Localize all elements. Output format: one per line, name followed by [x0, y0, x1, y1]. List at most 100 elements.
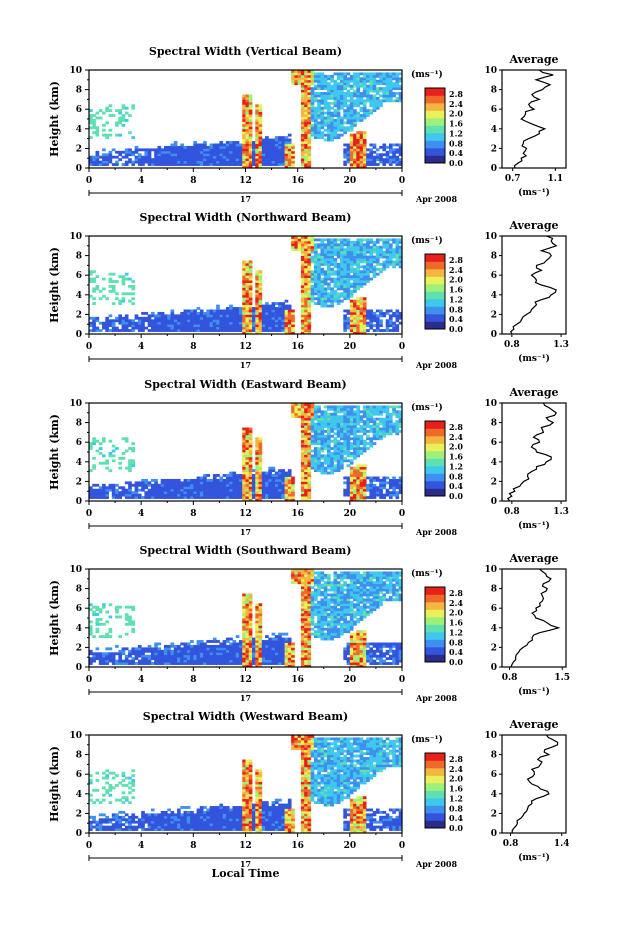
heatmap-cell: [108, 314, 113, 318]
heatmap-cell: [150, 158, 155, 162]
heatmap-cell: [300, 422, 305, 426]
heatmap-cells: [89, 569, 403, 668]
heatmap-cell: [219, 141, 224, 144]
heatmap-cell: [154, 493, 158, 497]
heatmap-cell: [313, 447, 318, 450]
heatmap-cell: [313, 280, 318, 283]
heatmap-cell: [356, 434, 361, 438]
heatmap-cell: [385, 410, 390, 414]
heatmap-cell: [300, 498, 305, 502]
heatmap-cell: [336, 72, 341, 76]
heatmap-cell: [206, 647, 211, 651]
heatmap-cell: [248, 444, 253, 448]
heatmap-cell: [173, 659, 178, 663]
heatmap-cell: [206, 163, 211, 166]
heatmap-cell: [313, 245, 318, 249]
heatmap-cell: [291, 155, 295, 159]
heatmap-cell: [255, 476, 259, 480]
heatmap-cell: [297, 70, 302, 73]
heatmap-cell: [313, 119, 318, 122]
heatmap-cell: [222, 493, 227, 497]
heatmap-cell: [353, 466, 357, 470]
heatmap-cell: [310, 449, 315, 453]
heatmap-cell: [362, 248, 367, 252]
heatmap-cell: [209, 659, 214, 663]
heatmap-cell: [327, 459, 331, 463]
heatmap-cell: [206, 478, 211, 482]
heatmap-cell: [294, 412, 299, 416]
heatmap-cell: [304, 483, 308, 487]
heatmap-cell: [366, 270, 370, 274]
heatmap-cell: [284, 331, 289, 335]
heatmap-cell: [203, 145, 207, 149]
heatmap-cell: [300, 439, 305, 443]
heatmap-cell: [395, 74, 400, 78]
heatmap-cell: [356, 116, 361, 120]
heatmap-cell: [304, 101, 308, 105]
heatmap-cell: [382, 99, 387, 103]
colorbar-swatch: [425, 451, 445, 459]
heatmap-cell: [245, 104, 250, 108]
heatmap-cell: [317, 289, 321, 293]
heatmap-cell: [333, 258, 338, 261]
heatmap-cell: [300, 250, 305, 254]
heatmap-cell: [359, 476, 364, 480]
heatmap-cell: [248, 427, 253, 431]
heatmap-cell: [353, 280, 357, 283]
heatmap-cell: [225, 496, 230, 499]
heatmap-cell: [160, 314, 165, 318]
date-label: Apr 2008: [415, 360, 458, 370]
heatmap-cell: [372, 94, 377, 98]
heatmap-cell: [353, 299, 357, 303]
heatmap-cell: [108, 452, 113, 455]
heatmap-cell: [369, 267, 374, 271]
heatmap-cell: [144, 496, 149, 499]
heatmap-cell: [366, 496, 370, 499]
heatmap-cell: [258, 309, 263, 313]
heatmap-cell: [216, 155, 220, 159]
heatmap-cell: [144, 148, 149, 152]
heatmap-cell: [278, 143, 282, 147]
heatmap-cell: [229, 488, 233, 492]
heatmap-cell: [333, 240, 338, 244]
heatmap-cell: [330, 272, 334, 276]
heatmap-cell: [333, 285, 338, 288]
heatmap-cell: [310, 79, 315, 83]
heatmap-cell: [160, 657, 165, 661]
heatmap-cell: [278, 496, 282, 499]
heatmap-cell: [333, 104, 338, 108]
heatmap-cell: [268, 150, 272, 154]
heatmap-cell: [245, 432, 250, 436]
heatmap-cell: [294, 415, 299, 419]
heatmap-cell: [353, 314, 357, 318]
heatmap-cell: [297, 403, 302, 406]
heatmap-cell: [366, 163, 370, 166]
heatmap-cell: [330, 119, 334, 122]
heatmap-cell: [340, 128, 344, 132]
heatmap-cell: [395, 405, 400, 409]
heatmap-cell: [278, 481, 282, 485]
heatmap-cell: [245, 153, 250, 157]
heatmap-cell: [235, 326, 240, 330]
heatmap-cell: [304, 260, 308, 264]
heatmap-cell: [154, 642, 158, 646]
heatmap-cell: [359, 452, 364, 455]
heatmap-cell: [232, 496, 237, 499]
heatmap-cell: [160, 311, 165, 315]
heatmap-cell: [330, 302, 334, 305]
heatmap-cell: [291, 412, 295, 416]
heatmap-cell: [362, 116, 367, 120]
heatmap-cell: [245, 483, 250, 487]
heatmap-cell: [307, 141, 312, 144]
heatmap-cell: [366, 160, 370, 164]
heatmap-cell: [102, 622, 106, 626]
heatmap-cell: [89, 603, 93, 607]
heatmap-cell: [395, 72, 400, 76]
heatmap-cell: [167, 326, 171, 330]
heatmap-cell: [121, 316, 126, 320]
heatmap-cell: [92, 302, 96, 305]
heatmap-cell: [369, 324, 374, 328]
heatmap-cell: [255, 297, 259, 301]
heatmap-cell: [353, 240, 357, 244]
heatmap-cell: [89, 163, 93, 166]
